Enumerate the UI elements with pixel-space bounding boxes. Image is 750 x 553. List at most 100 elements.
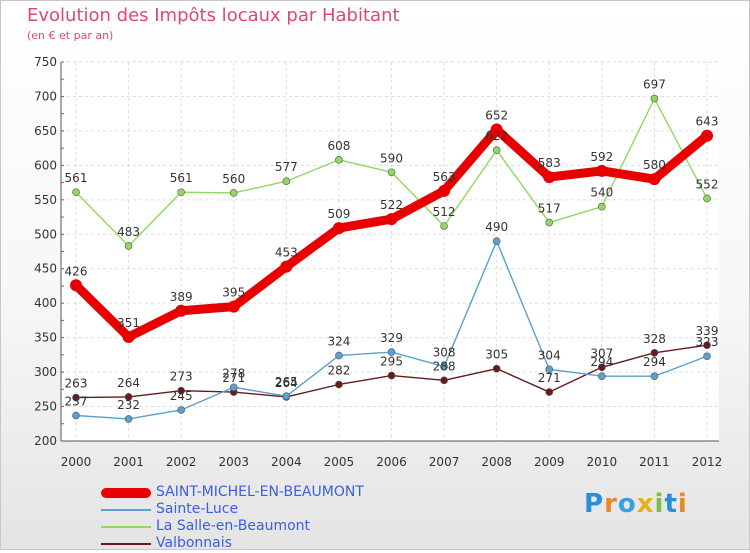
data-label-saint-michel-en-beaumont: 580 [643, 158, 666, 172]
legend-label: Sainte-Luce [156, 501, 239, 517]
data-label-valbonnais: 273 [170, 370, 193, 384]
data-label-saint-michel-en-beaumont: 453 [275, 246, 298, 260]
data-label-la-salle-en-beaumont: 697 [643, 78, 666, 92]
y-tick-label: 300 [34, 365, 57, 379]
data-point-la-salle-en-beaumont [545, 218, 554, 227]
data-label-la-salle-en-beaumont: 517 [538, 202, 561, 216]
data-label-valbonnais: 288 [433, 359, 456, 373]
x-tick-label: 2000 [61, 455, 92, 469]
data-label-sainte-luce: 304 [538, 348, 561, 362]
y-tick-label: 350 [34, 331, 57, 345]
data-label-sainte-luce: 294 [643, 355, 666, 369]
data-point-saint-michel-en-beaumont [280, 260, 293, 273]
y-tick-label: 750 [34, 55, 57, 69]
y-tick-label: 500 [34, 227, 57, 241]
data-point-saint-michel-en-beaumont [595, 164, 608, 177]
data-point-sainte-luce [650, 372, 659, 381]
data-label-sainte-luce: 237 [65, 395, 88, 409]
data-point-sainte-luce [440, 362, 448, 371]
data-point-valbonnais [335, 380, 343, 389]
data-point-valbonnais [72, 393, 80, 402]
data-label-saint-michel-en-beaumont: 592 [590, 150, 613, 164]
data-point-la-salle-en-beaumont [598, 202, 606, 211]
data-label-valbonnais: 263 [65, 377, 88, 391]
data-point-sainte-luce [492, 237, 501, 245]
y-tick-label: 700 [34, 89, 57, 103]
data-label-la-salle-en-beaumont: 608 [327, 139, 350, 153]
data-point-sainte-luce [177, 406, 185, 414]
logo-letter: P [584, 489, 605, 519]
data-label-sainte-luce: 308 [433, 346, 456, 360]
data-label-saint-michel-en-beaumont: 563 [433, 170, 456, 184]
x-tick-label: 2008 [481, 455, 512, 469]
data-label-saint-michel-en-beaumont: 509 [327, 207, 350, 221]
y-tick-label: 250 [34, 400, 57, 414]
x-tick-label: 2011 [639, 455, 670, 469]
y-tick-label: 400 [34, 296, 57, 310]
logo-letter: t [664, 489, 678, 519]
data-point-la-salle-en-beaumont [650, 94, 659, 103]
chart-title: Evolution des Impôts locaux par Habitant [27, 5, 400, 26]
data-label-valbonnais: 264 [117, 376, 140, 390]
plot-area [61, 62, 719, 441]
data-point-sainte-luce [703, 352, 711, 361]
data-label-la-salle-en-beaumont: 622 [485, 129, 508, 143]
data-label-sainte-luce: 324 [327, 335, 350, 349]
data-point-sainte-luce [545, 365, 554, 374]
data-point-la-salle-en-beaumont [124, 242, 133, 250]
x-tick-label: 2010 [587, 455, 618, 469]
data-point-saint-michel-en-beaumont [385, 213, 398, 226]
data-point-saint-michel-en-beaumont [332, 222, 345, 235]
data-point-valbonnais [598, 363, 606, 372]
data-point-saint-michel-en-beaumont [648, 173, 661, 186]
data-point-valbonnais [650, 348, 659, 357]
data-label-sainte-luce: 245 [170, 389, 193, 403]
data-point-saint-michel-en-beaumont [70, 279, 82, 292]
data-point-la-salle-en-beaumont [72, 188, 80, 197]
y-tick-label: 450 [34, 262, 57, 276]
legend-swatch [101, 509, 151, 511]
data-label-saint-michel-en-beaumont: 389 [170, 290, 193, 304]
data-label-la-salle-en-beaumont: 560 [222, 172, 245, 186]
data-label-saint-michel-en-beaumont: 351 [117, 316, 140, 330]
data-point-saint-michel-en-beaumont [543, 171, 556, 184]
data-label-saint-michel-en-beaumont: 522 [380, 198, 403, 212]
data-point-la-salle-en-beaumont [703, 194, 711, 203]
data-label-valbonnais: 307 [590, 346, 613, 360]
data-point-saint-michel-en-beaumont [490, 123, 503, 136]
legend-label: Valbonnais [156, 535, 232, 551]
data-point-saint-michel-en-beaumont [122, 330, 135, 343]
data-label-saint-michel-en-beaumont: 395 [222, 286, 245, 300]
x-tick-label: 2004 [271, 455, 302, 469]
data-label-la-salle-en-beaumont: 512 [433, 205, 456, 219]
data-label-valbonnais: 264 [275, 376, 298, 390]
data-label-valbonnais: 271 [538, 371, 561, 385]
logo-letter: i [654, 489, 665, 519]
legend-label: La Salle-en-Beaumont [156, 518, 311, 534]
data-label-valbonnais: 295 [380, 355, 403, 369]
data-point-la-salle-en-beaumont [282, 177, 291, 186]
proxiti-logo: Proxiti [584, 489, 688, 519]
logo-letter: r [604, 489, 618, 519]
data-label-saint-michel-en-beaumont: 426 [65, 264, 88, 278]
legend-swatch [101, 526, 151, 528]
x-tick-label: 2001 [113, 455, 144, 469]
x-tick-label: 2009 [534, 455, 565, 469]
data-label-la-salle-en-beaumont: 590 [380, 151, 403, 165]
data-point-la-salle-en-beaumont [335, 156, 343, 164]
x-tick-label: 2007 [429, 455, 460, 469]
logo-letter: i [677, 489, 688, 519]
data-label-valbonnais: 339 [696, 324, 719, 338]
x-tick-label: 2003 [218, 455, 249, 469]
legend-label: SAINT-MICHEL-EN-BEAUMONT [156, 484, 364, 500]
data-label-saint-michel-en-beaumont: 643 [696, 115, 719, 129]
data-point-valbonnais [545, 388, 554, 396]
data-point-valbonnais [387, 371, 396, 380]
data-label-sainte-luce: 329 [380, 331, 403, 345]
data-point-la-salle-en-beaumont [492, 146, 501, 155]
data-point-sainte-luce [72, 411, 80, 420]
data-point-valbonnais [440, 376, 448, 385]
data-point-valbonnais [124, 393, 133, 401]
legend-swatch [101, 543, 151, 545]
